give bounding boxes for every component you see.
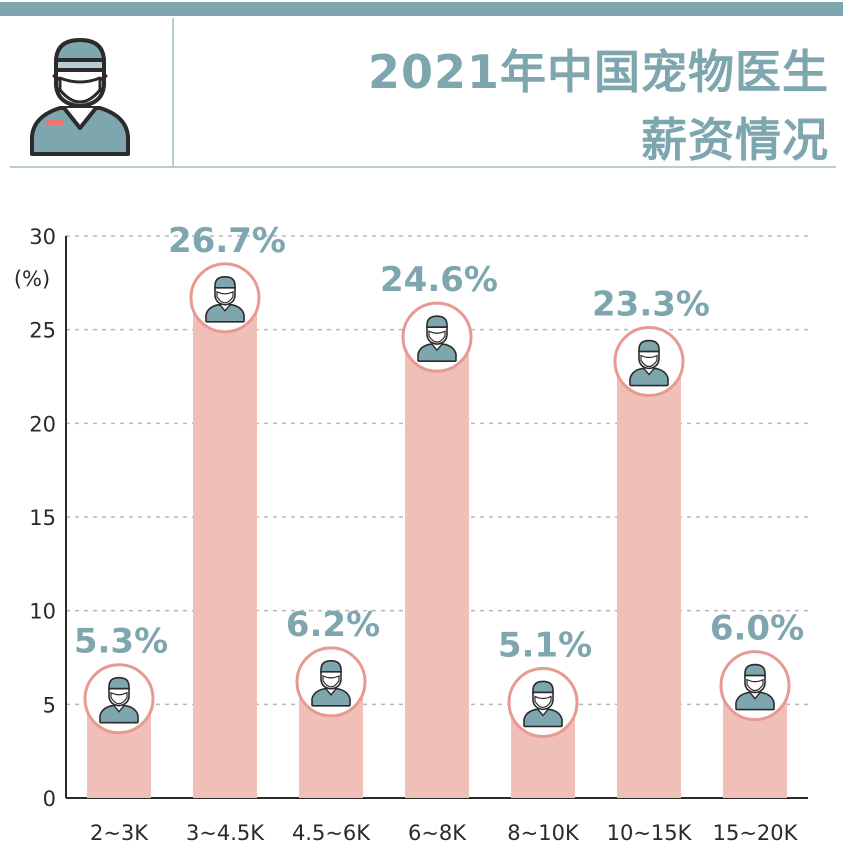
header-rule	[10, 166, 836, 168]
bar	[617, 361, 681, 798]
bar-value-label: 24.6%	[380, 260, 498, 300]
y-tick-label: 0	[43, 787, 56, 811]
y-axis-unit-label: (%)	[14, 267, 50, 291]
bar	[193, 297, 257, 798]
x-category-label: 4.5~6K	[292, 821, 371, 845]
y-tick-label: 15	[29, 506, 56, 530]
x-category-label: 2~3K	[90, 821, 149, 845]
pet-doctor-icon	[30, 38, 130, 156]
y-tick-label: 5	[43, 693, 56, 717]
y-tick-label: 30	[29, 225, 56, 249]
x-category-label: 15~20K	[713, 821, 799, 845]
y-tick-label: 10	[29, 600, 56, 624]
x-category-label: 3~4.5K	[186, 821, 265, 845]
page-title-line-2: 薪资情况	[641, 113, 829, 167]
bar-value-label: 23.3%	[592, 285, 710, 325]
pet-doctor-badge-icon	[613, 326, 685, 398]
bar-value-label: 26.7%	[168, 221, 286, 261]
bar-layer	[83, 262, 791, 798]
pet-doctor-badge-icon	[189, 262, 261, 334]
label-layer: 5.3% 2~3K 26.7% 3~4.5K 6.2% 4.5~6K 24.6% 6~8K 5.…	[74, 221, 804, 845]
y-tick-label: 20	[29, 412, 56, 436]
pet-doctor-badge-icon	[83, 663, 155, 735]
pet-doctor-badge-icon	[401, 301, 473, 373]
y-tick-label: 25	[29, 319, 56, 343]
y-axis-ticks: 0 5 10 15 20 25 30	[29, 225, 56, 811]
bar-value-label: 5.1%	[498, 625, 592, 665]
pet-doctor-badge-icon	[295, 646, 367, 718]
bar-value-label: 5.3%	[74, 622, 168, 662]
header-divider	[172, 18, 174, 166]
page-title-line-1: 2021年中国宠物医生	[367, 45, 829, 99]
x-category-label: 8~10K	[507, 821, 580, 845]
pet-doctor-badge-icon	[507, 666, 579, 738]
top-stripe	[0, 2, 843, 16]
bar	[405, 337, 469, 798]
x-category-label: 6~8K	[408, 821, 467, 845]
bar-value-label: 6.2%	[286, 605, 380, 645]
x-category-label: 10~15K	[607, 821, 693, 845]
bar-value-label: 6.0%	[710, 609, 804, 649]
pet-doctor-badge-icon	[719, 650, 791, 722]
